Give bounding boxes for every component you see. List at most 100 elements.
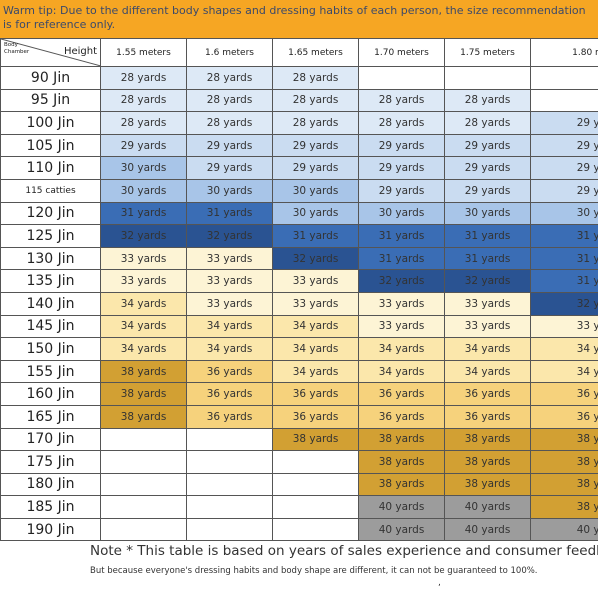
size-cell: 38 yards (444, 427, 531, 452)
row-header: 150 Jin (0, 337, 101, 361)
size-table: Body Chamber Height 1.55 meters 1.6 meter… (0, 38, 598, 542)
size-cell: 31 yards (358, 246, 445, 271)
size-cell: 33 yards (100, 246, 187, 271)
size-cell (100, 472, 187, 497)
size-cell: 29 yards (444, 133, 531, 158)
size-cell (444, 66, 531, 90)
size-cell: 38 yards (100, 404, 187, 429)
column-header: 1.80 meters (530, 38, 598, 67)
row-header: 165 Jin (0, 404, 101, 429)
size-cell: 38 yards (358, 472, 445, 497)
row-header: 190 Jin (0, 517, 101, 542)
size-cell: 36 yards (186, 359, 273, 384)
row-header: 130 Jin (0, 246, 101, 271)
table-row: 150 Jin 34 yards 34 yards 34 yards 34 yards 3… (0, 337, 598, 361)
size-cell: 34 yards (272, 337, 359, 361)
corner-diagonal (1, 39, 100, 66)
size-cell: 34 yards (444, 359, 531, 384)
size-cell: 29 yards (530, 111, 598, 135)
size-cell: 30 yards (272, 178, 359, 203)
size-cell: 33 yards (272, 269, 359, 293)
size-cell: 30 yards (272, 201, 359, 226)
table-row: 160 Jin 38 yards 36 yards 36 yards 36 yards 3… (0, 382, 598, 406)
row-header: 140 Jin (0, 291, 101, 316)
table-row: 125 Jin 32 yards 32 yards 31 yards 31 yards 3… (0, 224, 598, 248)
size-cell: 33 yards (186, 269, 273, 293)
note: Note * This table is based on years of s… (90, 543, 598, 559)
size-cell: 34 yards (358, 337, 445, 361)
size-cell: 33 yards (444, 314, 531, 339)
size-cell: 34 yards (100, 337, 187, 361)
size-cell: 28 yards (444, 88, 531, 113)
size-cell (272, 517, 359, 542)
table-row: 120 Jin 31 yards 31 yards 30 yards 30 yards 3… (0, 201, 598, 226)
size-cell: 30 yards (100, 156, 187, 180)
table-body: 90 Jin 28 yards 28 yards 28 yards 95 Jin 28 y… (0, 66, 598, 542)
row-header: 180 Jin (0, 472, 101, 497)
row-header: 95 Jin (0, 88, 101, 113)
size-cell (100, 495, 187, 519)
size-cell: 34 yards (272, 314, 359, 339)
row-header: 110 Jin (0, 156, 101, 180)
size-cell: 30 yards (186, 178, 273, 203)
size-cell (358, 66, 445, 90)
table-row: 105 Jin 29 yards 29 yards 29 yards 29 yards 2… (0, 133, 598, 158)
column-header: 1.6 meters (186, 38, 273, 67)
size-cell: 32 yards (100, 224, 187, 248)
row-header: 100 Jin (0, 111, 101, 135)
size-cell: 38 yards (100, 359, 187, 384)
size-cell: 28 yards (358, 111, 445, 135)
size-cell: 33 yards (358, 291, 445, 316)
table-row: 110 Jin 30 yards 29 yards 29 yards 29 yards 2… (0, 156, 598, 180)
table-row: 135 Jin 33 yards 33 yards 33 yards 32 yards 3… (0, 269, 598, 293)
row-header: 135 Jin (0, 269, 101, 293)
body-chamber-label: Body Chamber (4, 42, 30, 55)
row-header: 115 catties (0, 178, 101, 203)
size-cell: 32 yards (530, 291, 598, 316)
size-cell (272, 472, 359, 497)
table-row: 155 Jin 38 yards 36 yards 34 yards 34 yards 3… (0, 359, 598, 384)
row-header: 120 Jin (0, 201, 101, 226)
size-cell: 33 yards (530, 314, 598, 339)
size-cell: 32 yards (186, 224, 273, 248)
size-cell: 29 yards (530, 133, 598, 158)
size-cell: 34 yards (100, 314, 187, 339)
corner-cell: Body Chamber Height (0, 38, 101, 67)
size-cell: 33 yards (444, 291, 531, 316)
size-cell: 33 yards (100, 269, 187, 293)
size-cell (530, 88, 598, 113)
size-cell: 40 yards (444, 495, 531, 519)
size-cell: 34 yards (530, 337, 598, 361)
table-row: 100 Jin 28 yards 28 yards 28 yards 28 yards 2… (0, 111, 598, 135)
size-cell: 28 yards (100, 66, 187, 90)
size-cell: 31 yards (530, 269, 598, 293)
row-header: 105 Jin (0, 133, 101, 158)
size-cell: 38 yards (444, 450, 531, 474)
size-cell (530, 66, 598, 90)
size-cell: 30 yards (444, 201, 531, 226)
size-cell: 29 yards (358, 133, 445, 158)
size-cell: 38 yards (100, 382, 187, 406)
height-label: Height (63, 46, 97, 57)
column-header: 1.55 meters (100, 38, 187, 67)
size-cell: 28 yards (272, 88, 359, 113)
size-cell: 32 yards (444, 269, 531, 293)
size-cell: 36 yards (272, 382, 359, 406)
size-cell: 28 yards (358, 88, 445, 113)
size-cell: 33 yards (186, 246, 273, 271)
row-header: 155 Jin (0, 359, 101, 384)
size-cell: 29 yards (100, 133, 187, 158)
column-header: 1.65 meters (272, 38, 359, 67)
size-cell: 38 yards (358, 450, 445, 474)
size-cell: 36 yards (358, 404, 445, 429)
size-cell: 29 yards (358, 178, 445, 203)
header-row: Body Chamber Height 1.55 meters 1.6 meter… (0, 38, 598, 67)
table-row: 115 catties 30 yards 30 yards 30 yards 29 ya… (0, 178, 598, 203)
size-cell: 40 yards (530, 517, 598, 542)
size-cell: 36 yards (186, 404, 273, 429)
table-row: 130 Jin 33 yards 33 yards 32 yards 31 yards 3… (0, 246, 598, 271)
size-cell: 34 yards (100, 291, 187, 316)
size-cell: 28 yards (186, 66, 273, 90)
size-cell: 28 yards (444, 111, 531, 135)
